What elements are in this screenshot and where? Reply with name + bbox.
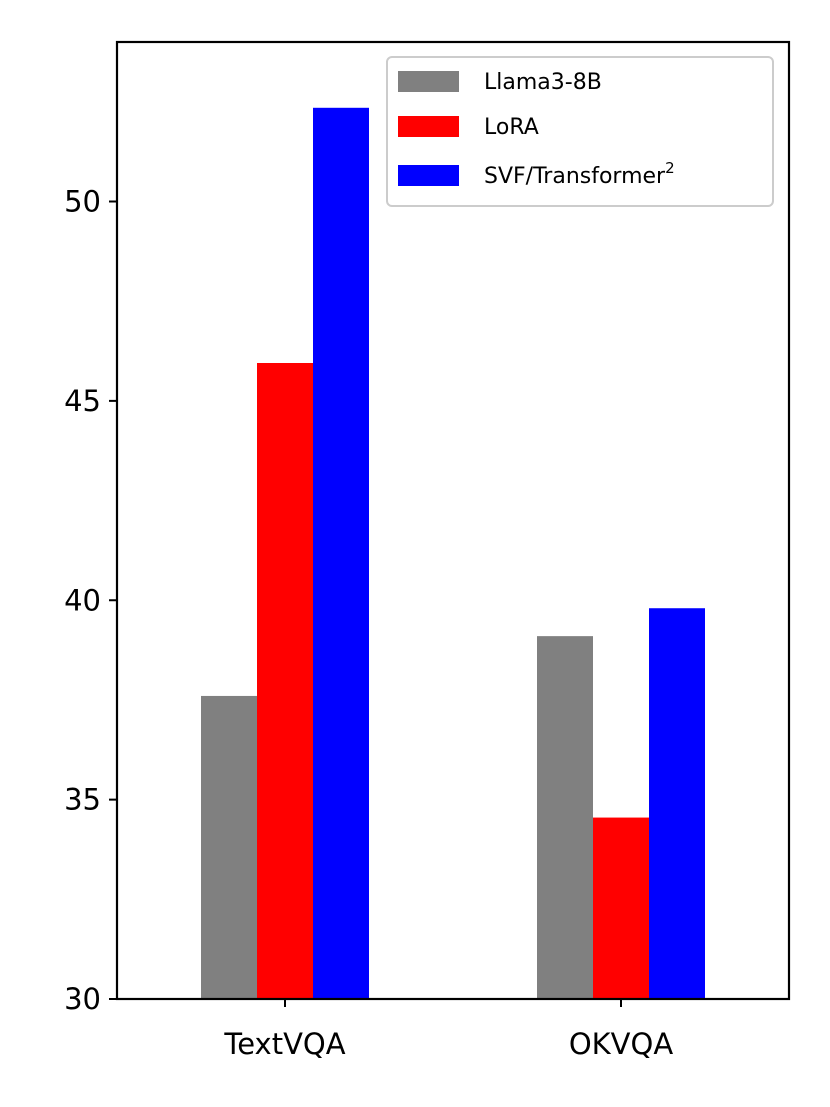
legend-box <box>386 56 774 207</box>
bar-llama3-8b-textvqa <box>201 695 257 999</box>
legend-label-text: SVF/Transformer <box>484 164 666 189</box>
y-tick-label: 30 <box>64 982 101 1016</box>
y-tick-label: 50 <box>64 185 101 219</box>
bar-lora-textvqa <box>257 362 313 999</box>
x-tick-label: TextVQA <box>223 1027 345 1061</box>
legend-label-superscript: 2 <box>665 159 675 177</box>
plot-area <box>115 40 791 1001</box>
x-tick-label: OKVQA <box>569 1027 674 1061</box>
legend-swatch <box>398 116 459 137</box>
bars <box>201 107 705 999</box>
legend: Llama3-8B LoRA SVF/Transformer2 <box>386 56 774 207</box>
legend-label: LoRA <box>484 115 539 140</box>
y-axis: 30 35 40 45 50 <box>64 185 117 1016</box>
legend-swatch <box>398 165 459 186</box>
legend-label-text: LoRA <box>484 115 539 140</box>
y-tick-label: 35 <box>64 783 101 817</box>
plot-frame <box>115 40 791 1001</box>
y-tick-label: 40 <box>64 583 101 617</box>
bar-llama3-8b-okvqa <box>537 636 593 999</box>
legend-swatch <box>398 71 459 92</box>
y-tick-label: 45 <box>64 384 101 418</box>
bar-svf-transformer-okvqa <box>649 608 705 999</box>
legend-label: SVF/Transformer2 <box>484 159 675 189</box>
bar-lora-okvqa <box>593 817 649 999</box>
legend-label: Llama3-8B <box>484 70 602 95</box>
legend-label-text: Llama3-8B <box>484 70 602 95</box>
x-axis: TextVQA OKVQA <box>223 999 673 1061</box>
bar-svf-transformer-textvqa <box>313 107 369 999</box>
